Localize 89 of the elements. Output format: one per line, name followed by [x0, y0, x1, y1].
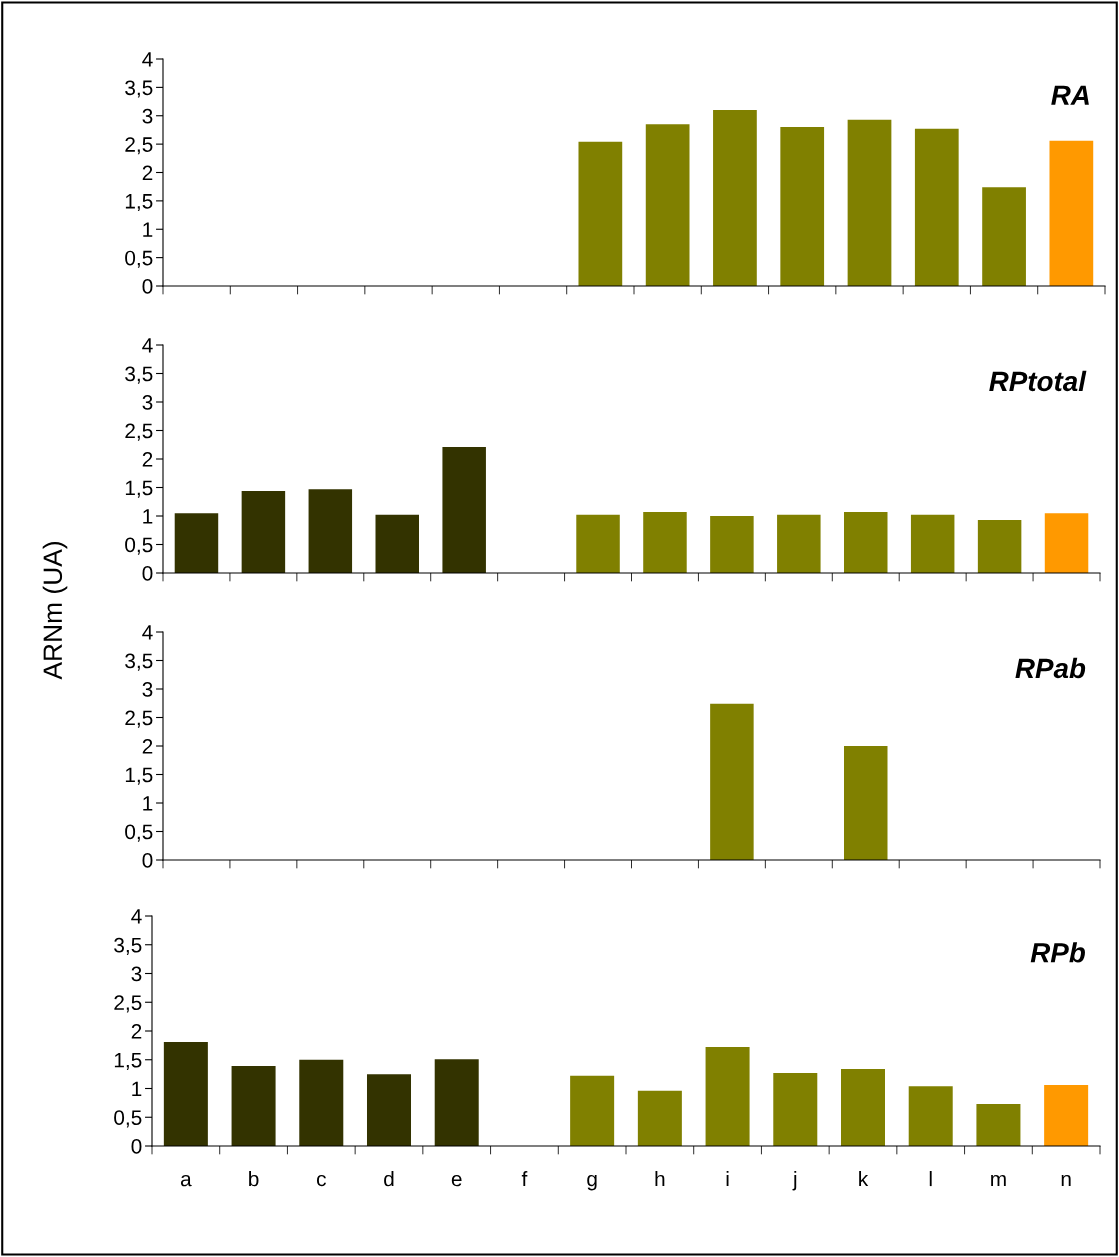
bar — [637, 1090, 682, 1146]
y-tick-label: 3 — [142, 395, 153, 410]
y-tick-label: 1 — [143, 222, 153, 237]
x-tick-label: e — [451, 1174, 462, 1187]
y-tick-label: 1,5 — [125, 767, 153, 785]
bar — [570, 1075, 615, 1146]
bar — [773, 1072, 818, 1146]
y-tick-label: 2,5 — [125, 710, 153, 728]
y-tick-label: 2 — [142, 739, 153, 754]
bar — [645, 124, 690, 286]
bar — [914, 128, 959, 286]
bar — [442, 447, 486, 573]
y-tick-label: 0 — [142, 566, 153, 581]
bar — [847, 119, 892, 286]
y-tick-label: 3,5 — [125, 80, 153, 98]
bar — [777, 514, 821, 573]
text: RA — [1051, 85, 1089, 105]
bar — [713, 110, 757, 286]
x-tick-label: i — [726, 1171, 729, 1187]
x-tick-label: h — [655, 1171, 665, 1187]
y-tick-label: 3 — [142, 682, 153, 697]
x-tick-label: g — [587, 1174, 597, 1191]
bar — [299, 1059, 344, 1146]
y-tick-label: 3,5 — [114, 937, 142, 955]
bar — [1044, 513, 1089, 573]
bar — [976, 1104, 1021, 1146]
bar — [578, 141, 623, 286]
y-tick-label: 2 — [142, 452, 153, 467]
x-tick-label: a — [180, 1174, 192, 1187]
bar — [1044, 1085, 1089, 1146]
y-tick-label: 2,5 — [114, 995, 142, 1013]
text: RPb — [1030, 942, 1085, 963]
y-tick-label: 1,5 — [125, 480, 153, 498]
y-tick-label: 0 — [131, 1139, 142, 1154]
y-tick-label: 3,5 — [125, 366, 153, 384]
x-tick-label: l — [929, 1171, 932, 1187]
x-tick-label: b — [249, 1171, 259, 1187]
bar — [308, 489, 353, 573]
bar — [434, 1059, 479, 1146]
y-tick-label: 2 — [142, 165, 153, 181]
y-tick-label: 3,5 — [125, 653, 153, 671]
y-tick-label: 3 — [142, 108, 153, 124]
y-tick-label: 4 — [142, 52, 153, 67]
y-tick-label: 1,5 — [125, 194, 153, 212]
bar — [844, 512, 888, 573]
x-tick-label: j — [792, 1171, 797, 1191]
y-tick-label: 1,5 — [114, 1052, 142, 1070]
bar — [705, 1047, 750, 1146]
y-tick-label: 0 — [142, 279, 153, 294]
bar — [710, 516, 754, 573]
x-tick-label: f — [521, 1171, 528, 1187]
x-tick-label: d — [384, 1171, 394, 1187]
bar — [908, 1086, 953, 1146]
y-axis-title: ARNm (UA) — [42, 542, 68, 680]
bar — [231, 1066, 276, 1146]
y-tick-label: 2 — [131, 1024, 142, 1039]
x-tick-label: c — [316, 1174, 326, 1187]
bar — [576, 514, 620, 573]
text: RPtotal — [989, 370, 1087, 392]
y-tick-label: 1 — [143, 796, 153, 811]
y-tick-label: 0,5 — [125, 537, 153, 555]
y-tick-label: 2,5 — [125, 423, 153, 441]
y-tick-label: 4 — [142, 625, 153, 640]
bar — [840, 1068, 886, 1146]
bar — [366, 1074, 412, 1146]
y-tick-label: 0 — [142, 853, 153, 868]
y-tick-label: 0,5 — [114, 1110, 142, 1128]
y-tick-label: 4 — [142, 338, 153, 353]
bar — [910, 514, 955, 573]
x-tick-label: n — [1061, 1174, 1071, 1187]
bar — [780, 127, 825, 286]
bar — [241, 490, 286, 573]
bar — [982, 187, 1026, 286]
y-tick-label: 1 — [132, 1081, 142, 1097]
bar — [375, 514, 419, 573]
y-tick-label: 1 — [143, 509, 153, 524]
bar — [163, 1041, 208, 1146]
bar — [643, 512, 687, 573]
y-tick-label: 2,5 — [125, 137, 153, 155]
bar — [1049, 140, 1094, 286]
y-tick-label: 4 — [131, 909, 142, 924]
x-tick-label: m — [991, 1174, 1006, 1187]
y-tick-label: 0,5 — [125, 824, 153, 842]
y-tick-label: 3 — [131, 966, 142, 982]
x-tick-label: k — [859, 1171, 869, 1187]
text: RPab — [1015, 657, 1086, 679]
y-tick-label: 0,5 — [125, 250, 153, 268]
bar — [174, 513, 219, 573]
bar — [977, 519, 1022, 573]
